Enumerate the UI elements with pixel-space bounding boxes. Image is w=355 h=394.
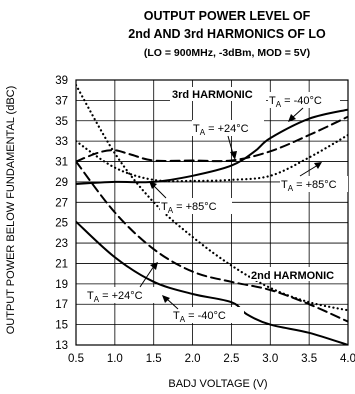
series-layer [76,84,348,345]
y-tick-label: 31 [55,157,68,169]
y-tick-label: 37 [55,95,68,107]
x-tick-label: 4.0 [340,353,355,365]
chart-subtitle: (LO = 900MHz, -3dBm, MOD = 5V) [144,47,310,59]
anno-2nd-minus40: TA = -40°C [173,310,226,324]
y-tick-label: 19 [55,279,68,291]
anno-2nd-plus24-arrow [150,262,158,270]
second-harmonic-label-bg [250,267,346,281]
anno-3rd-plus85: TA = +85°C [281,179,337,193]
anno-2nd-plus85-bg [160,198,232,214]
anno-2nd-minus40-arrow [162,295,170,303]
chart-title-line2: 2nd AND 3rd HARMONICS OF LO [128,27,326,41]
anno-3rd-plus85-bg [280,176,348,192]
anno-2nd-plus85-arrow [149,181,157,189]
series-line-2nd-harmonic-plus85 [76,84,348,312]
anno-3rd-plus24-leader [227,135,234,155]
tick-labels: 0.5 1.0 1.5 2.0 2.5 3.0 3.5 4.0 13 15 17 19 21 23 25 27… [55,75,355,365]
plot-frame [75,79,349,346]
anno-2nd-minus40-leader [166,298,179,310]
x-tick-label: 2.5 [223,353,239,365]
third-harmonic-label: 3rd HARMONIC [172,89,253,101]
third-harmonic-label-bg [170,87,266,101]
second-harmonic-label: 2nd HARMONIC [251,270,334,282]
x-axis-label: BADJ VOLTAGE (V) [168,378,267,390]
anno-3rd-plus85-leader [299,164,319,177]
anno-2nd-plus85: TA = +85°C [161,201,217,215]
x-tick-label: 1.5 [146,353,162,365]
chart-title-line1: OUTPUT POWER LEVEL OF [144,9,311,23]
anno-3rd-minus40-arrow [288,114,296,122]
y-tick-label: 21 [55,258,68,270]
annotations: 3rd HARMONIC 2nd HARMONIC TA = -40°C TA … [86,87,348,324]
anno-3rd-plus85-arrow [314,162,322,169]
series-line-3rd-harmonic-minus40 [76,108,348,185]
x-tick-label: 3.0 [262,353,278,365]
anno-3rd-plus24: TA = +24°C [193,123,249,137]
anno-3rd-minus40: TA = -40°C [269,95,322,109]
series-line-3rd-harmonic-plus85 [76,133,348,183]
y-tick-label: 13 [55,340,68,352]
y-tick-label: 23 [55,238,68,250]
series-line-2nd-harmonic-minus40 [76,220,348,345]
y-tick-label: 39 [55,75,68,87]
x-tick-label: 1.0 [107,353,123,365]
y-tick-label: 25 [55,218,68,230]
y-tick-label: 35 [55,116,68,128]
anno-2nd-plus24-bg [86,287,158,303]
y-tick-label: 15 [55,320,68,332]
anno-2nd-plus24: TA = +24°C [87,290,143,304]
anno-2nd-plus24-leader [139,265,155,288]
series-line-3rd-harmonic-plus24 [76,115,348,163]
y-tick-label: 33 [55,136,68,148]
anno-3rd-plus24-bg [192,120,264,136]
x-tick-label: 3.5 [301,353,317,365]
y-axis-label: OUTPUT POWER BELOW FUNDAMENTAL (dBC) [5,86,17,335]
y-tick-label: 17 [55,299,68,311]
anno-3rd-plus24-arrow [230,151,237,160]
x-tick-label: 0.5 [68,353,84,365]
anno-2nd-plus85-leader [152,184,167,199]
anno-3rd-minus40-leader [291,107,304,119]
y-tick-label: 27 [55,197,68,209]
anno-3rd-minus40-bg [268,92,340,108]
anno-2nd-minus40-bg [172,307,244,323]
x-tick-label: 2.0 [185,353,201,365]
y-tick-label: 29 [55,177,68,189]
series-line-2nd-harmonic-plus24 [76,160,348,323]
